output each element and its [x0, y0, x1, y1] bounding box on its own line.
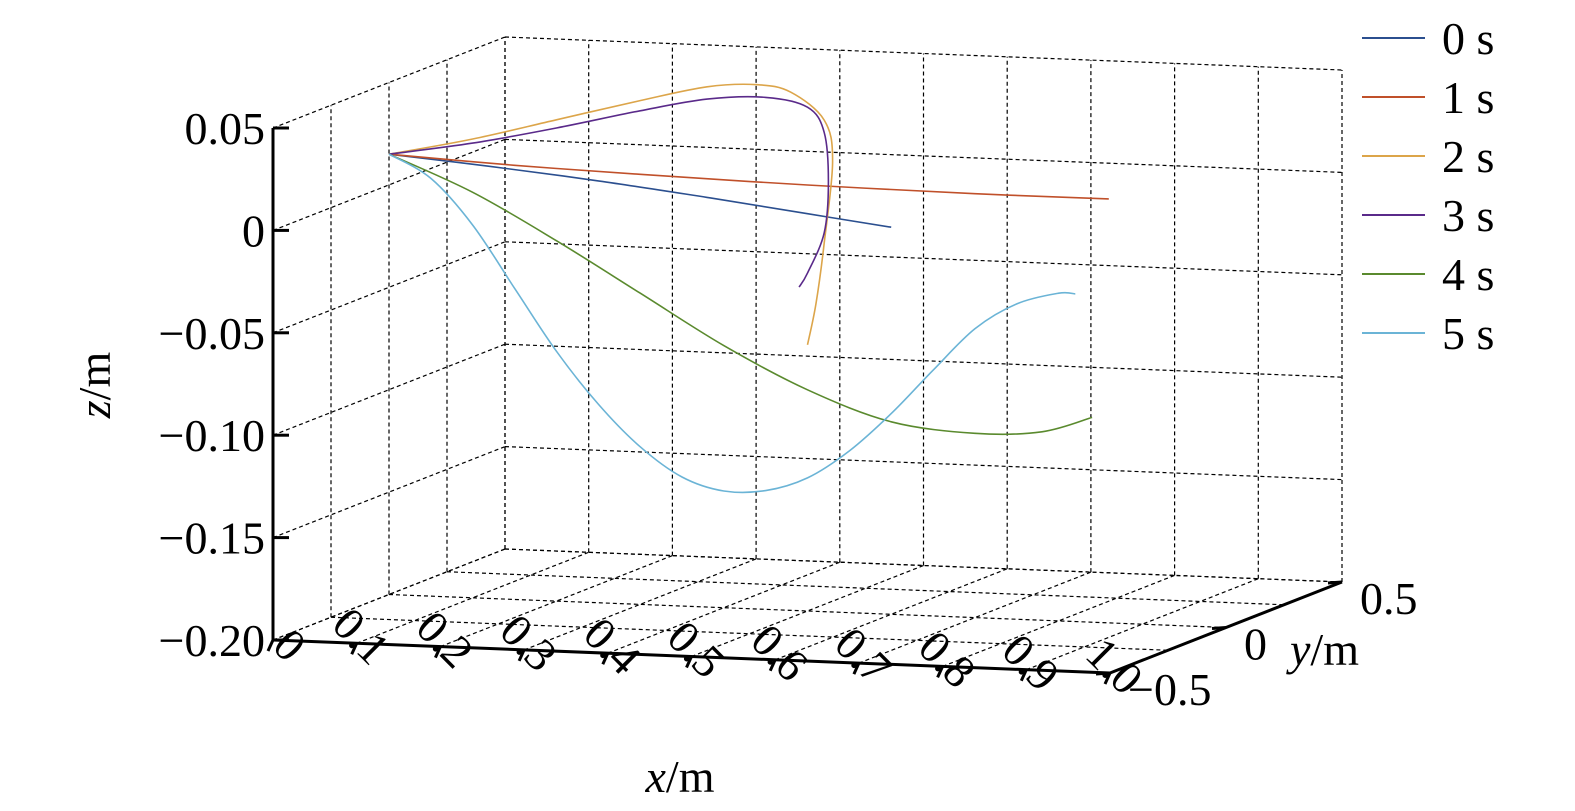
y-tick-label-2: 0.5: [1360, 573, 1418, 624]
x-tick-label-8: 0.8: [909, 621, 986, 698]
x-tick-label-3: 0.3: [490, 604, 567, 681]
series-line-5s: [388, 153, 1076, 494]
z-tick-label-3: −0.10: [159, 410, 265, 461]
x-tick-label-4: 0.4: [574, 608, 651, 685]
legend-label-2: 2 s: [1442, 131, 1494, 182]
y-tick-mark-0: [1095, 671, 1111, 676]
y-axis-label-unit: /m: [1310, 624, 1359, 675]
y-axis-label: y/m: [1286, 624, 1359, 675]
series-line-3s: [388, 95, 830, 288]
series-line-4s: [388, 153, 1093, 436]
series-line-2s: [388, 83, 834, 345]
legend-label-3: 3 s: [1442, 190, 1494, 241]
x-axis-label-unit: /m: [666, 751, 715, 802]
z-tick-label-4: −0.15: [159, 513, 265, 564]
z-axis-label-var: z: [69, 400, 120, 419]
grid: [272, 36, 1343, 674]
legend-label-5: 5 s: [1442, 308, 1494, 359]
y-tick-mark-2: [1327, 580, 1343, 585]
z-tick-label-1: 0: [242, 205, 265, 256]
y-tick-label-1: 0: [1244, 619, 1267, 670]
grid-floor-y-3: [446, 571, 1285, 606]
x-tick-mark-4: [601, 652, 610, 665]
x-tick-mark-10: [1103, 672, 1112, 685]
z-tick-label-0: 0.05: [185, 103, 266, 154]
y-tick-label-0: −0.5: [1128, 664, 1211, 715]
x-tick-mark-6: [768, 659, 777, 672]
legend-label-1: 1 s: [1442, 72, 1494, 123]
z-axis-label: z/m: [69, 352, 120, 420]
tick-labels: 0.050−0.05−0.10−0.15−0.200 0.1 0.2 0.3 0.4 0.…: [159, 103, 1418, 715]
x-tick-label-7: 0.7: [825, 617, 902, 694]
x-tick-mark-9: [1019, 669, 1028, 682]
legend-label-4: 4 s: [1442, 249, 1494, 300]
axes: [266, 126, 1343, 685]
x-tick-label-5: 0.5: [658, 611, 735, 688]
y-tick-mark-1: [1211, 626, 1227, 630]
x-tick-mark-3: [517, 649, 526, 662]
x-tick-mark-0: [266, 639, 275, 652]
x-tick-label-2: 0.2: [407, 601, 484, 678]
x-tick-mark-1: [350, 642, 359, 655]
x-tick-label-6: 0.6: [741, 614, 818, 691]
series-group: [388, 83, 1109, 494]
z-tick-label-2: −0.05: [159, 308, 265, 359]
legend: 0 s 1 s 2 s 3 s 4 s 5 s: [1362, 13, 1494, 359]
z-tick-label-5: −0.20: [159, 615, 265, 666]
x-tick-mark-8: [936, 665, 944, 679]
legend-label-0: 0 s: [1442, 13, 1494, 64]
x-axis-label-var: x: [645, 751, 667, 802]
x-tick-label-1: 0.1: [323, 598, 400, 675]
y-axis-label-var: y: [1286, 624, 1311, 675]
z-axis-label-unit: /m: [69, 352, 120, 401]
x-tick-mark-2: [434, 645, 442, 659]
x-tick-label-9: 0.9: [993, 624, 1070, 701]
series-line-0s: [388, 153, 892, 228]
x-axis-label: x/m: [645, 751, 715, 802]
x-tick-mark-5: [685, 655, 693, 669]
x-tick-mark-7: [852, 662, 861, 675]
series-line-1s: [388, 153, 1109, 200]
